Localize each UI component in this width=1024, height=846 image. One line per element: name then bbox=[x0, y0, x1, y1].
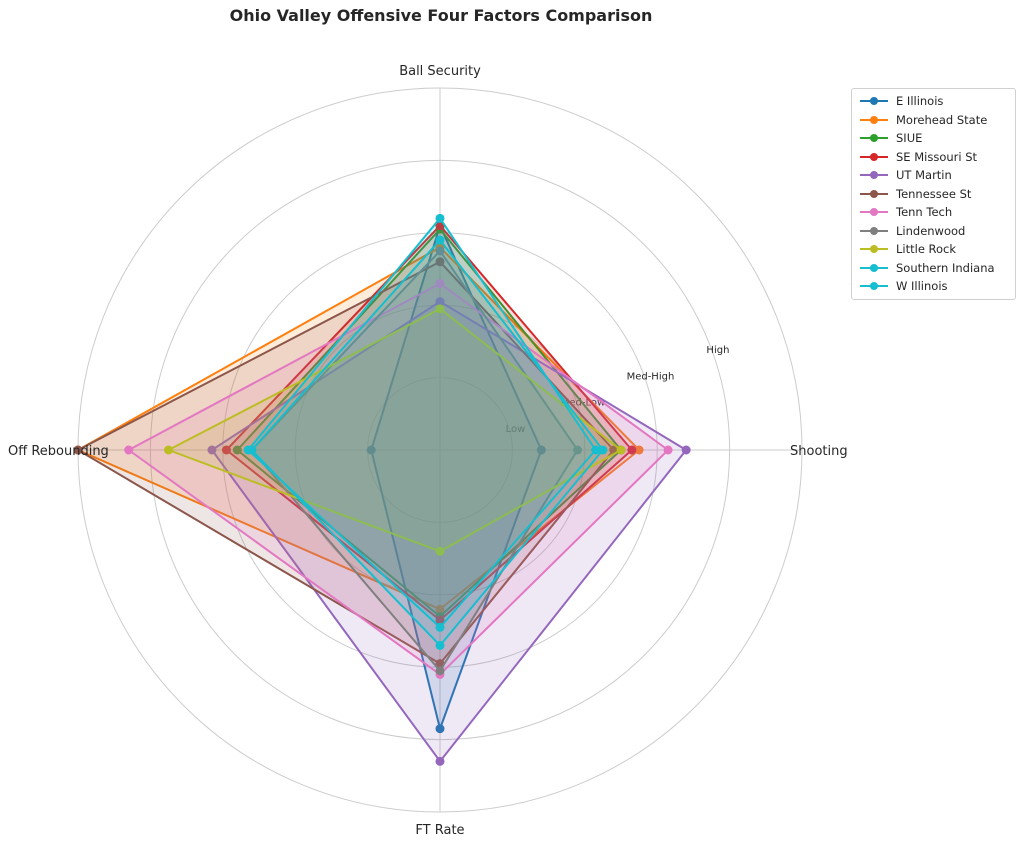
data-point bbox=[573, 445, 583, 455]
legend-swatch bbox=[860, 96, 888, 106]
legend: E Illinois Morehead State SIUE SE Missouri … bbox=[851, 88, 1016, 300]
legend-label: W Illinois bbox=[896, 279, 948, 294]
axis-label: Shooting bbox=[790, 444, 848, 459]
legend-item: E Illinois bbox=[852, 92, 1015, 111]
data-point bbox=[207, 445, 217, 455]
legend-label: E Illinois bbox=[896, 94, 944, 109]
series-fill bbox=[248, 218, 596, 628]
data-point bbox=[627, 445, 637, 455]
data-point bbox=[73, 445, 83, 455]
legend-label: Tennessee St bbox=[896, 186, 972, 201]
legend-label: Little Rock bbox=[896, 242, 957, 257]
data-point bbox=[435, 756, 445, 766]
legend-swatch bbox=[860, 152, 888, 162]
legend-item: SIUE bbox=[852, 129, 1015, 148]
data-point bbox=[435, 604, 445, 614]
legend-swatch bbox=[860, 133, 888, 143]
legend-label: Southern Indiana bbox=[896, 260, 995, 275]
series-fill bbox=[251, 250, 578, 671]
data-point bbox=[435, 213, 445, 223]
data-point bbox=[435, 724, 445, 734]
legend-label: UT Martin bbox=[896, 168, 952, 183]
data-point bbox=[616, 445, 626, 455]
data-point bbox=[435, 622, 445, 632]
axis-label: FT Rate bbox=[415, 823, 464, 838]
data-point bbox=[663, 445, 673, 455]
data-point bbox=[435, 666, 445, 676]
legend-label: Lindenwood bbox=[896, 223, 966, 238]
series-fill bbox=[211, 301, 687, 762]
legend-item: Morehead State bbox=[852, 111, 1015, 130]
series-fill bbox=[251, 240, 603, 646]
data-point bbox=[435, 640, 445, 650]
data-point bbox=[243, 445, 253, 455]
data-point bbox=[221, 445, 231, 455]
chart-title: Ohio Valley Offensive Four Factors Compa… bbox=[229, 6, 653, 25]
series-fill bbox=[226, 225, 632, 621]
data-point bbox=[435, 246, 445, 256]
data-point bbox=[435, 297, 445, 307]
legend-swatch bbox=[860, 115, 888, 125]
series-fill bbox=[168, 308, 621, 552]
data-point bbox=[536, 445, 546, 455]
data-point bbox=[232, 445, 242, 455]
legend-label: SIUE bbox=[896, 131, 923, 146]
axis-label: Ball Security bbox=[399, 64, 481, 79]
legend-swatch bbox=[860, 226, 888, 236]
legend-item: UT Martin bbox=[852, 166, 1015, 185]
data-point bbox=[124, 445, 134, 455]
legend-swatch bbox=[860, 189, 888, 199]
data-point bbox=[435, 278, 445, 288]
legend-item: Little Rock bbox=[852, 240, 1015, 259]
legend-swatch bbox=[860, 170, 888, 180]
data-point bbox=[435, 615, 445, 625]
ring-label: High bbox=[706, 345, 729, 356]
legend-item: W Illinois bbox=[852, 277, 1015, 296]
legend-swatch bbox=[860, 207, 888, 217]
legend-item: Tennessee St bbox=[852, 185, 1015, 204]
series-fill bbox=[78, 261, 614, 664]
series-fill bbox=[237, 229, 621, 617]
legend-swatch bbox=[860, 263, 888, 273]
legend-item: Tenn Tech bbox=[852, 203, 1015, 222]
data-point bbox=[681, 445, 691, 455]
legend-swatch bbox=[860, 281, 888, 291]
ring-label: Low bbox=[506, 424, 526, 435]
legend-item: Southern Indiana bbox=[852, 259, 1015, 278]
data-point bbox=[435, 304, 445, 314]
data-point bbox=[435, 546, 445, 556]
data-point bbox=[435, 257, 445, 267]
legend-label: Morehead State bbox=[896, 112, 988, 127]
legend-swatch bbox=[860, 244, 888, 254]
axis-label: Off Rebounding bbox=[8, 444, 109, 459]
legend-label: Tenn Tech bbox=[896, 205, 953, 220]
legend-item: SE Missouri St bbox=[852, 148, 1015, 167]
data-point bbox=[598, 445, 608, 455]
legend-item: Lindenwood bbox=[852, 222, 1015, 241]
data-point bbox=[634, 445, 644, 455]
legend-label: SE Missouri St bbox=[896, 149, 978, 164]
ring-label: Med-High bbox=[627, 371, 675, 382]
data-point bbox=[435, 235, 445, 245]
data-point bbox=[591, 445, 601, 455]
data-point bbox=[164, 445, 173, 455]
data-point bbox=[366, 445, 376, 455]
